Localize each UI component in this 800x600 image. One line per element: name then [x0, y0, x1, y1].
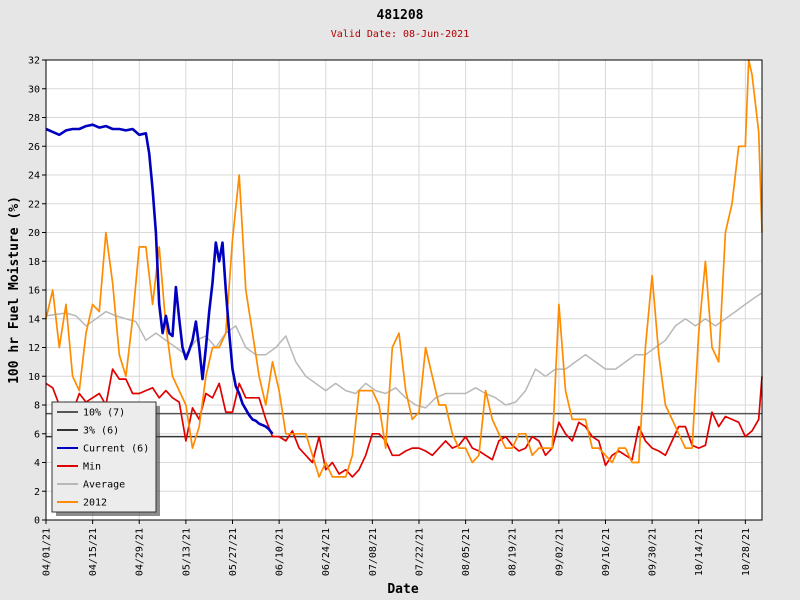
x-tick-label: 05/27/21 [228, 528, 239, 576]
x-axis: 04/01/21 04/15/21 04/29/21 05/13/21 05/27/21… [42, 520, 752, 576]
x-axis-label: Date [387, 582, 418, 597]
chart-title: 481208 [377, 8, 424, 23]
y-tick-label: 12 [28, 343, 40, 354]
y-tick-label: 30 [28, 84, 40, 95]
y-tick-label: 24 [28, 171, 40, 182]
y-tick-label: 20 [28, 228, 40, 239]
chart-subtitle: Valid Date: 08-Jun-2021 [331, 29, 469, 40]
y-axis-label: 100 hr Fuel Moisture (%) [7, 196, 22, 384]
x-tick-label: 08/19/21 [508, 528, 519, 576]
y-tick-label: 22 [28, 199, 40, 210]
x-tick-label: 06/10/21 [275, 528, 286, 576]
x-tick-label: 04/29/21 [135, 528, 146, 576]
legend-label: 2012 [83, 498, 107, 509]
y-tick-label: 14 [28, 314, 40, 325]
x-tick-label: 07/08/21 [368, 528, 379, 576]
legend-label: Average [83, 480, 125, 491]
x-tick-label: 09/02/21 [554, 528, 565, 576]
x-tick-label: 05/13/21 [181, 528, 192, 576]
y-tick-label: 32 [28, 56, 40, 67]
series-line-min [45, 368, 763, 478]
series-line-current-6 [45, 123, 274, 435]
y-tick-label: 18 [28, 257, 40, 268]
series-lines [45, 59, 763, 478]
y-tick-label: 28 [28, 113, 40, 124]
legend-label: 3% (6) [83, 426, 119, 437]
x-tick-label: 07/22/21 [414, 528, 425, 576]
y-tick-label: 10 [28, 372, 40, 383]
legend: 10% (7) 3% (6) Current (6) Min Average 2012 [51, 401, 160, 516]
x-tick-label: 10/14/21 [694, 528, 705, 576]
legend-box [51, 401, 157, 513]
y-tick-label: 8 [34, 401, 40, 412]
x-tick-label: 06/24/21 [321, 528, 332, 576]
legend-label: Current (6) [83, 444, 149, 455]
y-tick-label: 26 [28, 142, 40, 153]
x-tick-label: 04/01/21 [42, 528, 53, 576]
y-tick-label: 0 [34, 516, 40, 527]
x-tick-label: 04/15/21 [88, 528, 99, 576]
legend-items: 10% (7) 3% (6) Current (6) Min Average 2012 [57, 408, 149, 509]
legend-label: Min [83, 462, 101, 473]
y-tick-label: 6 [34, 429, 40, 440]
x-tick-label: 09/16/21 [601, 528, 612, 576]
x-tick-label: 09/30/21 [648, 528, 659, 576]
y-tick-label: 2 [34, 487, 40, 498]
y-tick-label: 4 [34, 458, 40, 469]
series-line-2012 [45, 59, 763, 478]
x-tick-label: 08/05/21 [461, 528, 472, 576]
x-tick-label: 10/28/21 [741, 528, 752, 576]
y-tick-label: 16 [28, 286, 40, 297]
legend-label: 10% (7) [83, 408, 125, 419]
